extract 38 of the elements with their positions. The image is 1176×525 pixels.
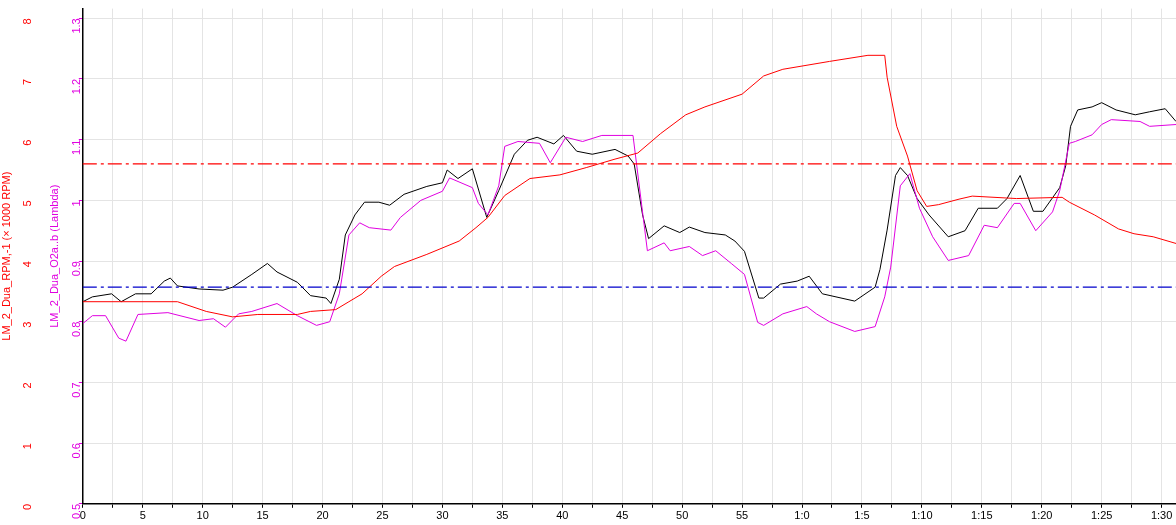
y2-axis-title: LM_2_Dua_O2a..b (Lambda) <box>48 184 61 328</box>
y2-tick-label: 0.8 <box>69 321 82 338</box>
x-tick-label: 1:30 <box>1150 509 1173 522</box>
x-tick-label: 50 <box>676 509 689 522</box>
x-tick-label: 5 <box>139 509 146 522</box>
y-tick-label: 6 <box>21 139 34 146</box>
y2-tick-label: 0.6 <box>69 443 82 459</box>
x-tick-label: 1:5 <box>854 509 870 522</box>
y2-tick-label: 1.2 <box>69 79 82 95</box>
y-tick-label: 1 <box>21 443 34 450</box>
x-tick-label: 30 <box>436 509 449 522</box>
x-tick-label: 55 <box>735 509 749 522</box>
x-tick-label: 25 <box>376 509 389 522</box>
y-tick-label: 3 <box>21 321 34 328</box>
x-tick-label: 45 <box>616 509 629 522</box>
x-tick-label: 1:25 <box>1090 509 1113 522</box>
x-tick-label: 20 <box>316 509 329 522</box>
y-tick-label: 8 <box>21 18 34 25</box>
x-tick-label: 1:0 <box>794 509 810 522</box>
x-tick-label: 40 <box>556 509 569 522</box>
x-tick-label: 1:15 <box>971 509 993 522</box>
x-tick-label: 10 <box>196 509 209 522</box>
x-tick-label: 15 <box>256 509 269 522</box>
y2-tick-label: 0.7 <box>69 382 82 398</box>
x-tick-label: 1:10 <box>911 509 933 522</box>
y-tick-label: 7 <box>21 79 34 86</box>
y-tick-label: 2 <box>21 382 34 389</box>
x-tick-label: 0 <box>79 509 86 522</box>
y-tick-label: 0 <box>21 503 34 510</box>
x-tick-label: 1:20 <box>1031 509 1053 522</box>
x-tick-label: 35 <box>496 509 509 522</box>
y2-tick-label: 1.3 <box>69 18 82 34</box>
y2-tick-label: 1 <box>69 200 82 207</box>
y2-tick-label: 1.1 <box>69 139 82 155</box>
y2-tick-label: 0.9 <box>69 261 82 277</box>
y-tick-label: 4 <box>21 261 34 268</box>
y-axis-title: LM_2_Dua_RPM,-1 (× 1000 RPM) <box>0 171 12 341</box>
y-tick-label: 5 <box>21 200 34 207</box>
